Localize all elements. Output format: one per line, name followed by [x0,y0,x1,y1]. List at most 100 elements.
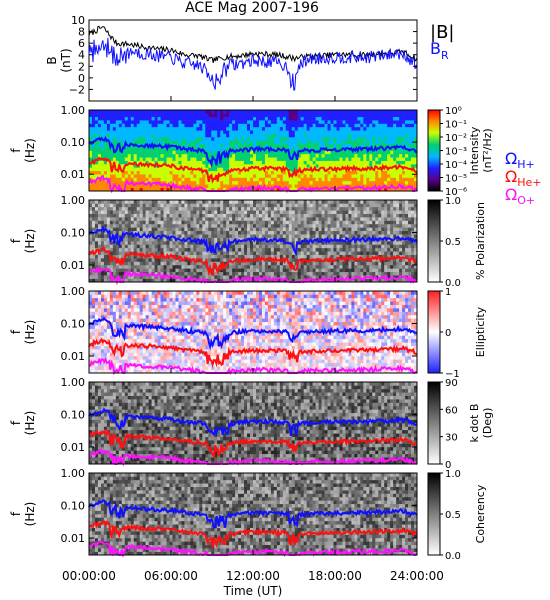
heatmap-cell [327,113,331,118]
heatmap-cell [396,116,400,121]
legend-btot: |B| [430,22,454,43]
y-tick-label: 10 [71,14,85,27]
heatmap-cell [315,116,319,121]
heatmap-cell [208,157,212,161]
heatmap-cell [175,177,179,182]
heatmap-cell [270,180,275,185]
heatmap-cell [199,227,203,232]
colorbar-tick-label: 10⁻¹ [445,120,467,131]
heatmap-cell [133,187,138,192]
heatmap-cell [366,271,370,276]
heatmap-cell [339,164,343,168]
heatmap-cell [273,147,278,151]
heatmap-cell [166,234,170,238]
heatmap-cell [163,261,167,266]
heatmap-cell [100,220,105,225]
heatmap-cell [181,264,185,269]
heatmap-cell [363,244,367,249]
heatmap-cell [399,133,403,138]
heatmap-cell [288,177,293,182]
heatmap-cell [306,247,310,252]
heatmap-cell [238,264,242,269]
heatmap-cell [193,241,197,245]
heatmap-cell [258,180,263,185]
heatmap-cell [238,230,242,235]
heatmap-cell [255,247,260,252]
heatmap-cell [306,157,310,161]
heatmap-cell [172,220,176,225]
heatmap-cell [244,116,248,121]
heatmap-cell [103,261,108,266]
heatmap-cell [106,184,111,188]
heatmap-cell [181,116,185,121]
heatmap-cell [217,116,221,121]
heatmap-cell [336,223,340,228]
heatmap-cell [196,268,200,273]
heatmap-cell [318,170,322,175]
heatmap-cell [405,174,409,178]
heatmap-cell [309,271,313,276]
heatmap-cell [276,206,281,211]
heatmap-cell [232,251,236,255]
heatmap-cell [175,174,179,178]
heatmap-cell [384,137,388,141]
heatmap-cell [324,143,328,148]
heatmap-cell [235,110,239,114]
heatmap-cell [166,167,170,172]
heatmap-cell [163,217,167,221]
heatmap-cell [306,184,310,188]
heatmap-cell [184,261,188,266]
heatmap-cell [157,153,161,158]
heatmap-cell [202,230,206,235]
heatmap-cell [300,174,304,178]
heatmap-cell [157,237,161,242]
heatmap-cell [118,247,123,252]
heatmap-cell [187,137,191,141]
heatmap-cell [133,268,138,273]
heatmap-cell [276,217,281,221]
heatmap-cell [303,164,307,168]
heatmap-cell [172,123,176,128]
heatmap-cell [148,120,152,124]
heatmap-cell [163,133,167,138]
heatmap-cell [279,271,284,276]
heatmap-cell [393,116,397,121]
heatmap-cell [333,174,337,178]
heatmap-cell [270,143,275,148]
heatmap-cell [127,157,132,161]
heatmap-cell [309,278,313,283]
heatmap-cell [247,203,251,208]
heatmap-cell [139,120,143,124]
heatmap-cell [264,137,269,141]
heatmap-cell [154,167,158,172]
heatmap-cell [360,217,364,221]
heatmap-cell [169,237,173,242]
heatmap-cell [199,160,203,165]
heatmap-cell [369,271,373,276]
heatmap-cell [306,137,310,141]
heatmap-cell [393,174,397,178]
heatmap-cell [351,223,355,228]
heatmap-cell [220,180,224,185]
heatmap-cell [250,170,254,175]
heatmap-cell [166,217,170,221]
heatmap-cell [369,170,373,175]
heatmap-cell [166,116,170,121]
heatmap-cell [184,220,188,225]
heatmap-cell [411,126,415,131]
heatmap-cell [321,200,325,204]
heatmap-cell [181,220,185,225]
heatmap-cell [136,220,140,225]
heatmap-cell [157,210,161,214]
heatmap-cell [303,153,307,158]
heatmap-cell [309,234,313,238]
heatmap-cell [226,184,230,188]
heatmap-cell [241,177,245,182]
heatmap-cell [291,167,296,172]
heatmap-cell [342,116,346,121]
legend-omega-o: ΩO+ [505,185,535,207]
heatmap-cell [303,157,307,161]
heatmap-cell [214,230,218,235]
heatmap-cell [133,264,138,269]
heatmap-cell [238,227,242,232]
